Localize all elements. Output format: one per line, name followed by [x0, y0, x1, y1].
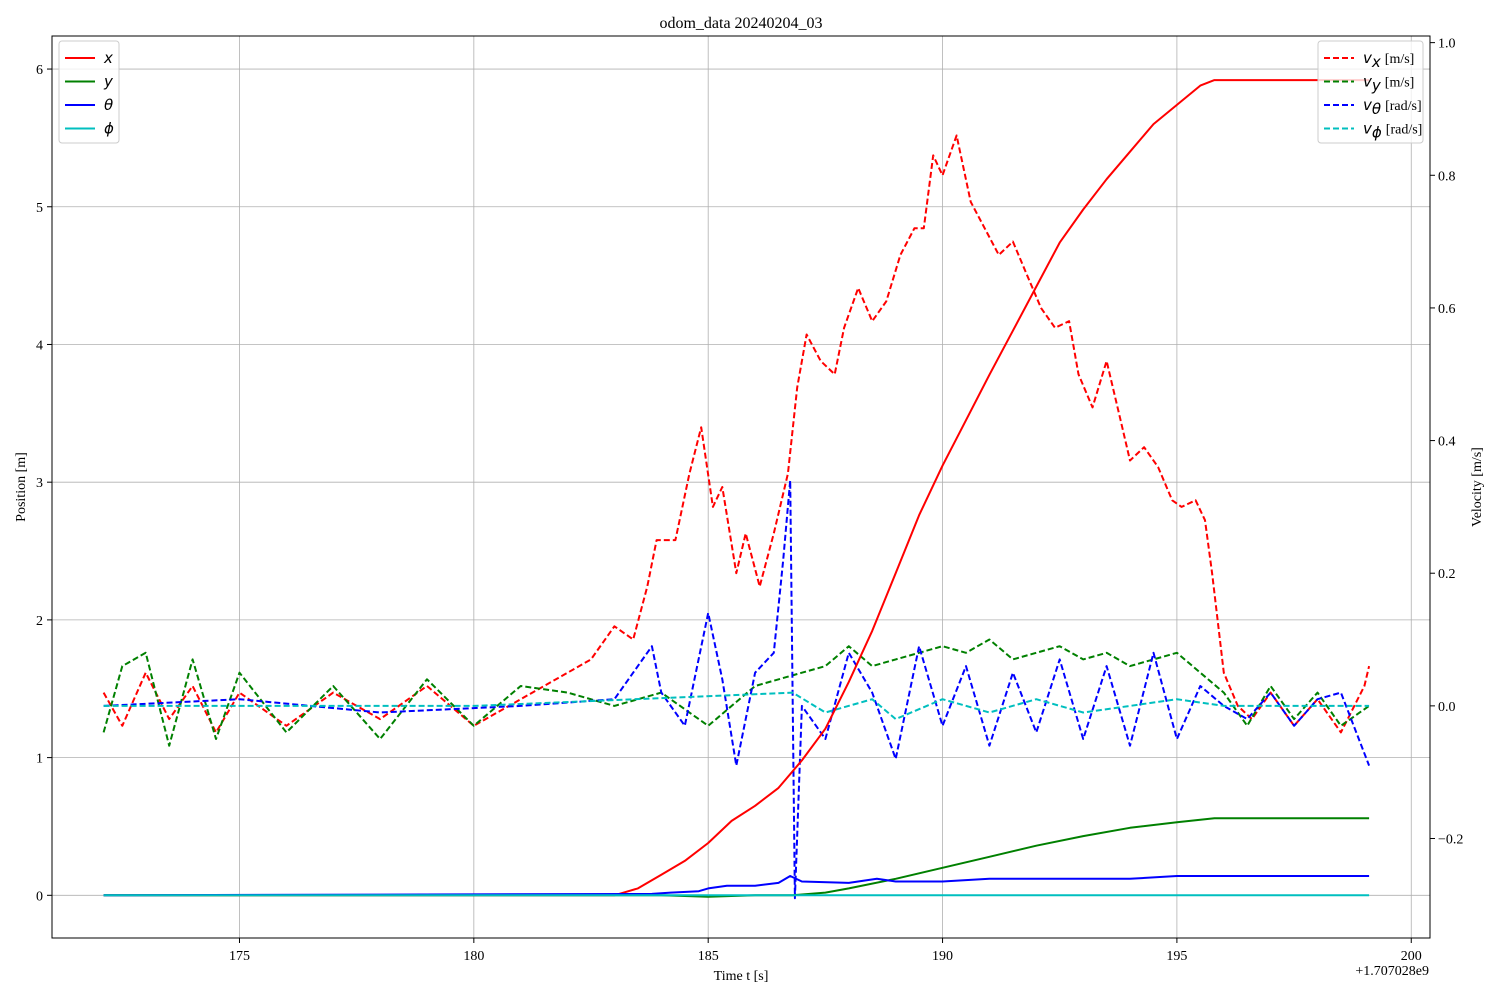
- series-line-x: [103, 79, 1370, 897]
- legend-symbol: v: [1363, 120, 1373, 138]
- series-line-theta: [103, 875, 1370, 897]
- legend-right: vx [m/s]vy [m/s]vθ [rad/s]vϕ [rad/s]: [1317, 40, 1424, 144]
- legend-symbol: ϕ: [104, 120, 114, 138]
- legend-frame: [58, 40, 120, 144]
- legend-label: vx [m/s]: [1363, 49, 1414, 71]
- legend-label: vθ [rad/s]: [1363, 96, 1422, 118]
- legend-symbol: θ: [104, 96, 113, 114]
- x-offset-text: +1.707028e9: [1355, 964, 1429, 979]
- x-tick-label: 195: [1166, 949, 1187, 964]
- legend-label: ϕ: [104, 120, 114, 138]
- legend-frame: [1317, 40, 1424, 144]
- x-tick-label: 175: [229, 949, 250, 964]
- legend-label: y: [103, 73, 114, 91]
- legend-symbol: y: [103, 73, 114, 91]
- ticks-layer: 175 180 185 190 195 200 0 1 2 3 4 5 6 −0.2 0.0 0.2 0.4 0.…: [36, 37, 1463, 964]
- x-tick-label: 190: [932, 949, 953, 964]
- y-right-tick-label: 0.6: [1438, 302, 1456, 317]
- series-line-v-phi: [103, 691, 1370, 721]
- legend-unit: [rad/s]: [1386, 123, 1423, 138]
- series-line-v-theta: [103, 479, 1371, 900]
- legend-symbol: v: [1363, 73, 1373, 91]
- y-left-tick-label: 5: [36, 201, 43, 216]
- legend-label: x: [103, 49, 113, 67]
- legend-unit: [m/s]: [1385, 52, 1415, 67]
- y-right-tick-label: −0.2: [1438, 833, 1463, 848]
- x-axis-label: Time t [s]: [714, 969, 769, 984]
- series-line-v-x: [102, 134, 1371, 734]
- legend-subscript: x: [1371, 53, 1381, 71]
- y-right-tick-label: 0.4: [1438, 435, 1456, 450]
- y-left-tick-label: 6: [36, 63, 43, 78]
- legend-subscript: ϕ: [1372, 124, 1382, 142]
- plot-frame: [51, 35, 1431, 939]
- legend-symbol: x: [103, 49, 113, 67]
- legend-symbol: v: [1363, 96, 1373, 114]
- y-left-tick-label: 3: [36, 476, 43, 491]
- y-left-tick-label: 0: [36, 889, 43, 904]
- chart-title: odom_data 20240204_03: [659, 15, 822, 32]
- y-right-tick-label: 0.8: [1438, 169, 1456, 184]
- legend-symbol: v: [1363, 49, 1373, 67]
- y-right-tick-label: 0.0: [1438, 700, 1456, 715]
- y-right-tick-label: 0.2: [1438, 567, 1456, 582]
- legend-label: θ: [104, 96, 113, 114]
- x-tick-label: 200: [1401, 949, 1422, 964]
- legend-label: vϕ [rad/s]: [1363, 120, 1422, 142]
- legend-unit: [rad/s]: [1385, 99, 1422, 114]
- y-right-axis-label: Velocity [m/s]: [1470, 447, 1485, 527]
- y-right-tick-label: 1.0: [1438, 37, 1456, 52]
- grid-layer: [52, 36, 1430, 938]
- y-left-tick-label: 1: [36, 752, 43, 767]
- y-left-tick-label: 4: [36, 338, 43, 353]
- legend-subscript: θ: [1372, 100, 1381, 118]
- y-left-tick-label: 2: [36, 614, 43, 629]
- legend-unit: [m/s]: [1385, 76, 1415, 91]
- x-tick-label: 185: [698, 949, 719, 964]
- legend-subscript: y: [1371, 77, 1382, 95]
- series-layer: [102, 79, 1371, 900]
- series-line-v-y: [102, 638, 1370, 747]
- x-tick-label: 180: [463, 949, 484, 964]
- y-left-axis-label: Position [m]: [14, 452, 29, 522]
- legend-label: vy [m/s]: [1363, 73, 1414, 95]
